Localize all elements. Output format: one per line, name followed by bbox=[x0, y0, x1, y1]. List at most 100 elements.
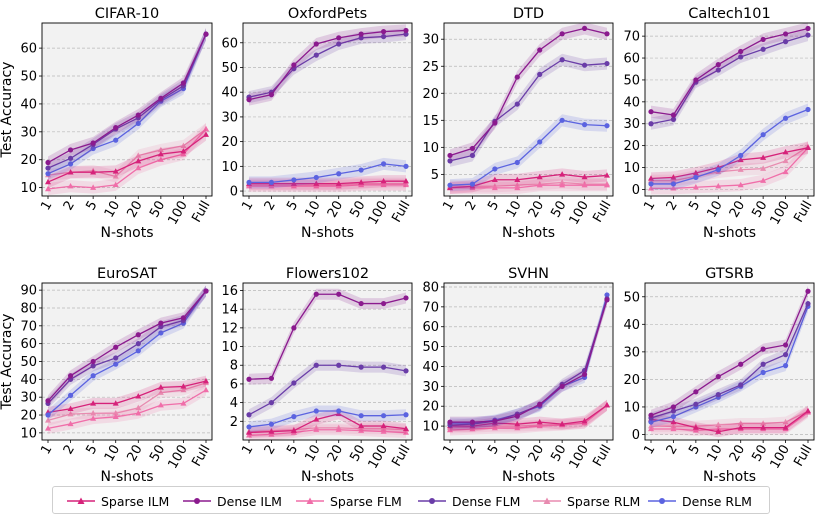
x-tick-label: 5 bbox=[686, 199, 703, 214]
data-point bbox=[67, 373, 74, 379]
y-tick-label: 40 bbox=[623, 95, 640, 110]
y-tick-label: 50 bbox=[20, 355, 37, 370]
data-point bbox=[112, 173, 119, 179]
x-axis-label: N-shots bbox=[703, 469, 756, 485]
series-line bbox=[248, 413, 407, 434]
series-sparse-ilm bbox=[648, 405, 811, 438]
series-line bbox=[650, 34, 809, 125]
data-point bbox=[805, 106, 811, 113]
legend-marker-icon bbox=[418, 498, 446, 504]
data-point bbox=[447, 158, 453, 164]
confidence-band bbox=[651, 298, 808, 424]
data-point bbox=[180, 315, 187, 321]
y-tick-label: 40 bbox=[422, 360, 439, 375]
data-point bbox=[157, 150, 164, 157]
data-point bbox=[805, 144, 811, 151]
series-sparse-ilm bbox=[45, 128, 209, 189]
data-point bbox=[380, 422, 387, 429]
y-tick-label: 10 bbox=[422, 141, 439, 156]
data-point bbox=[112, 181, 119, 188]
y-tick-label: 20 bbox=[623, 139, 640, 154]
data-point bbox=[180, 80, 187, 86]
data-point bbox=[693, 389, 699, 395]
data-point bbox=[648, 175, 654, 181]
series-line bbox=[47, 33, 207, 164]
legend-label: Sparse FLM bbox=[330, 493, 402, 509]
data-point bbox=[559, 179, 566, 185]
x-tick-label: 100 bbox=[366, 199, 391, 228]
x-tick-label: 2 bbox=[61, 443, 78, 458]
confidence-band bbox=[249, 424, 406, 441]
plot-frame bbox=[644, 282, 815, 441]
x-tick-label: 2 bbox=[664, 199, 681, 214]
data-point bbox=[246, 432, 252, 438]
confidence-band bbox=[48, 122, 206, 196]
data-point bbox=[782, 115, 789, 121]
data-point bbox=[268, 375, 275, 381]
series-line bbox=[248, 429, 407, 436]
data-point bbox=[559, 383, 565, 389]
data-point bbox=[112, 400, 119, 406]
y-tick-label: 0 bbox=[230, 185, 238, 200]
x-tick-label: 20 bbox=[526, 199, 547, 221]
data-point bbox=[158, 330, 164, 336]
data-point bbox=[313, 174, 319, 181]
x-tick-label: 100 bbox=[165, 443, 190, 472]
series-sparse-flm bbox=[648, 406, 811, 436]
data-point bbox=[760, 369, 766, 376]
x-axis-label: N-shots bbox=[502, 225, 555, 241]
x-tick-label: 5 bbox=[284, 199, 301, 214]
data-point bbox=[290, 180, 297, 186]
data-point bbox=[45, 178, 51, 185]
y-tick-label: 60 bbox=[221, 36, 238, 51]
series-line bbox=[47, 33, 207, 169]
x-tick-label: 50 bbox=[347, 443, 368, 465]
x-tick-label: 100 bbox=[768, 443, 793, 472]
y-tick-label: 6 bbox=[230, 377, 238, 392]
data-point bbox=[135, 393, 142, 399]
y-tick-label: 30 bbox=[20, 391, 37, 406]
data-point bbox=[805, 288, 811, 294]
data-point bbox=[403, 412, 409, 418]
series-dense-ilm bbox=[45, 285, 209, 407]
data-point bbox=[358, 364, 364, 370]
series-line bbox=[47, 382, 207, 422]
data-point bbox=[514, 181, 521, 188]
confidence-band bbox=[249, 175, 406, 190]
y-tick-label: 60 bbox=[422, 320, 439, 335]
data-point bbox=[403, 163, 409, 169]
y-axis-label: Test Accuracy bbox=[0, 314, 15, 411]
data-point bbox=[180, 383, 187, 389]
series-line bbox=[651, 108, 809, 185]
x-tick-label: Full bbox=[590, 199, 614, 226]
confidence-band bbox=[48, 28, 206, 180]
data-point bbox=[805, 407, 811, 414]
y-tick-label: 5 bbox=[431, 168, 439, 183]
data-point bbox=[113, 344, 119, 350]
data-point bbox=[313, 362, 319, 368]
x-axis-label: N-shots bbox=[703, 225, 756, 241]
data-point bbox=[380, 33, 387, 40]
data-point bbox=[67, 405, 74, 411]
data-point bbox=[135, 348, 141, 354]
data-point bbox=[492, 418, 498, 424]
series-line bbox=[249, 182, 406, 186]
x-axis-label: N-shots bbox=[100, 469, 153, 485]
x-axis-label: N-shots bbox=[301, 469, 354, 485]
data-point bbox=[738, 54, 744, 60]
data-point bbox=[45, 171, 51, 177]
series-line bbox=[47, 128, 207, 190]
data-point bbox=[782, 39, 789, 45]
data-point bbox=[692, 424, 699, 430]
x-tick-label: 10 bbox=[704, 199, 725, 221]
confidence-band bbox=[48, 384, 206, 434]
data-point bbox=[469, 145, 476, 152]
series-line bbox=[650, 410, 809, 433]
x-tick-label: 10 bbox=[302, 199, 323, 221]
data-point bbox=[313, 180, 320, 186]
y-tick-label: 60 bbox=[623, 52, 640, 67]
data-point bbox=[737, 424, 744, 430]
series-line bbox=[650, 147, 809, 180]
data-point bbox=[335, 180, 342, 186]
